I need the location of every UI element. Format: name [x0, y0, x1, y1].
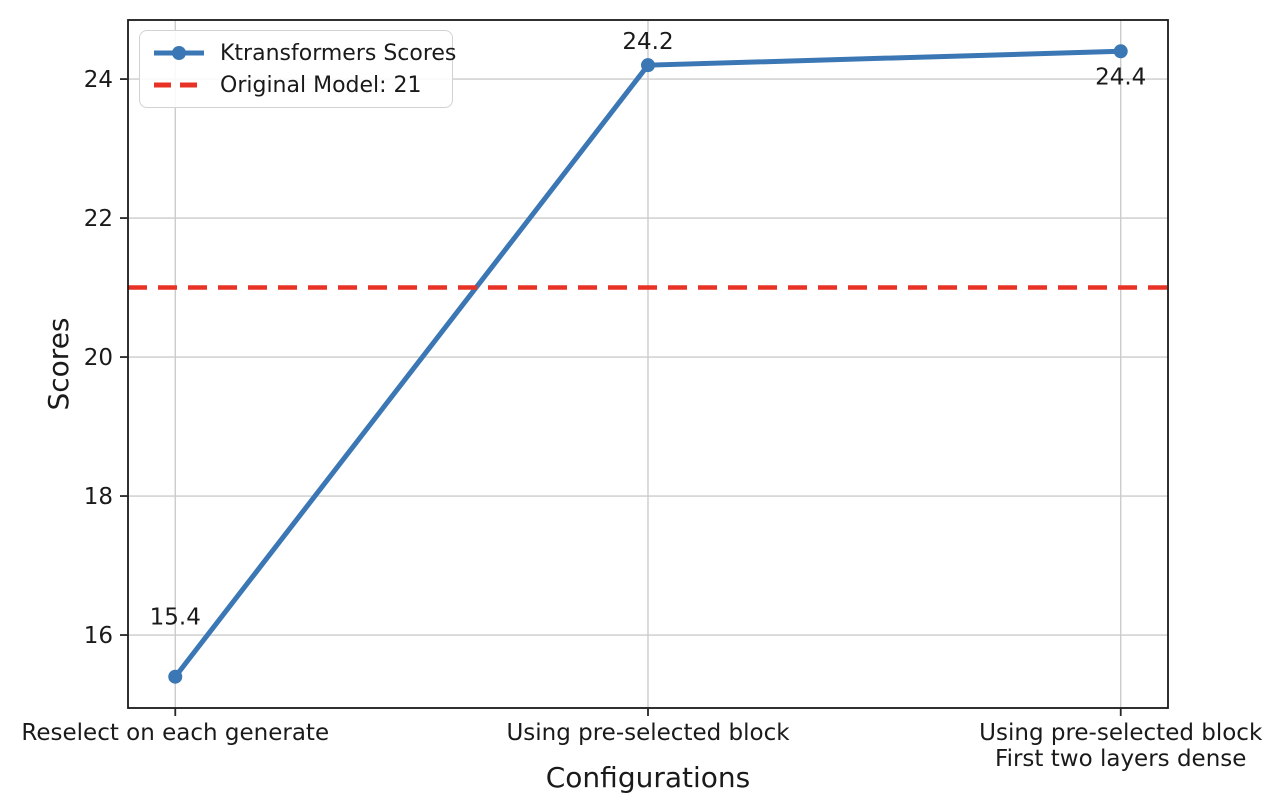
- y-tick-label-24: 24: [84, 67, 113, 93]
- x-axis-title: Configurations: [546, 761, 750, 794]
- data-label-1: 24.2: [622, 29, 673, 55]
- legend-series-marker-icon: [172, 46, 186, 60]
- data-point-0: [168, 669, 183, 684]
- legend-box: Ktransformers Scores Original Model: 21: [139, 30, 456, 108]
- y-axis-title: Scores: [42, 317, 75, 410]
- y-tick-label-18: 18: [84, 484, 113, 510]
- y-tick-label-22: 22: [84, 206, 113, 232]
- data-point-1: [641, 58, 655, 73]
- legend-series-label: Ktransformers Scores: [220, 40, 457, 66]
- legend-item-original-model: Original Model: 21: [152, 72, 438, 98]
- data-label-2: 24.4: [1095, 64, 1146, 90]
- data-point-2: [1113, 44, 1128, 59]
- y-tick-label-16: 16: [84, 623, 113, 649]
- x-tick-label-2: Using pre-selected block First two layers…: [979, 720, 1263, 772]
- x-tick-label-1: Using pre-selected block: [506, 720, 790, 746]
- x-tick-label-0: Reselect on each generate: [21, 720, 329, 746]
- legend-dashed-line-icon: [154, 82, 204, 88]
- legend-item-ktransformers: Ktransformers Scores: [152, 40, 456, 66]
- y-tick-label-20: 20: [84, 345, 113, 371]
- legend-reference-label: Original Model: 21: [220, 72, 422, 98]
- legend-line-marker-icon: [154, 46, 204, 60]
- data-label-0: 15.4: [150, 605, 201, 631]
